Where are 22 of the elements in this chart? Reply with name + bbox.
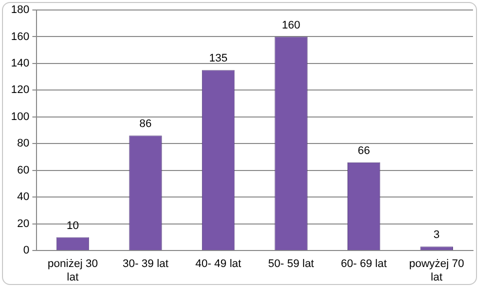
x-tick-label: 50- 59 lat [268, 258, 314, 270]
y-tick-label: 100 [10, 110, 30, 123]
data-label: 10 [66, 220, 79, 232]
y-tick-label: 140 [10, 58, 30, 70]
x-tick-label: 40- 49 lat [195, 258, 242, 270]
y-tick-label: 80 [17, 138, 30, 150]
y-tick-label: 180 [10, 4, 30, 16]
x-tick-label: poniżej 30 lat [48, 258, 98, 284]
data-label: 86 [139, 118, 152, 130]
data-label: 3 [434, 229, 440, 242]
data-label: 66 [358, 144, 370, 157]
y-tick-label: 40 [17, 191, 30, 204]
y-tick-label: 120 [10, 84, 30, 96]
x-tick-label: 60- 69 lat [340, 258, 387, 270]
data-label: 160 [282, 19, 300, 32]
x-tick-label: powyżej 70 lat [409, 258, 464, 284]
y-tick-label: 0 [23, 244, 30, 257]
y-tick-label: 160 [10, 30, 30, 43]
data-label: 135 [209, 52, 228, 65]
y-tick-label: 20 [17, 218, 30, 230]
x-tick-label: 30- 39 lat [122, 258, 168, 270]
y-tick-label: 60 [17, 164, 30, 176]
